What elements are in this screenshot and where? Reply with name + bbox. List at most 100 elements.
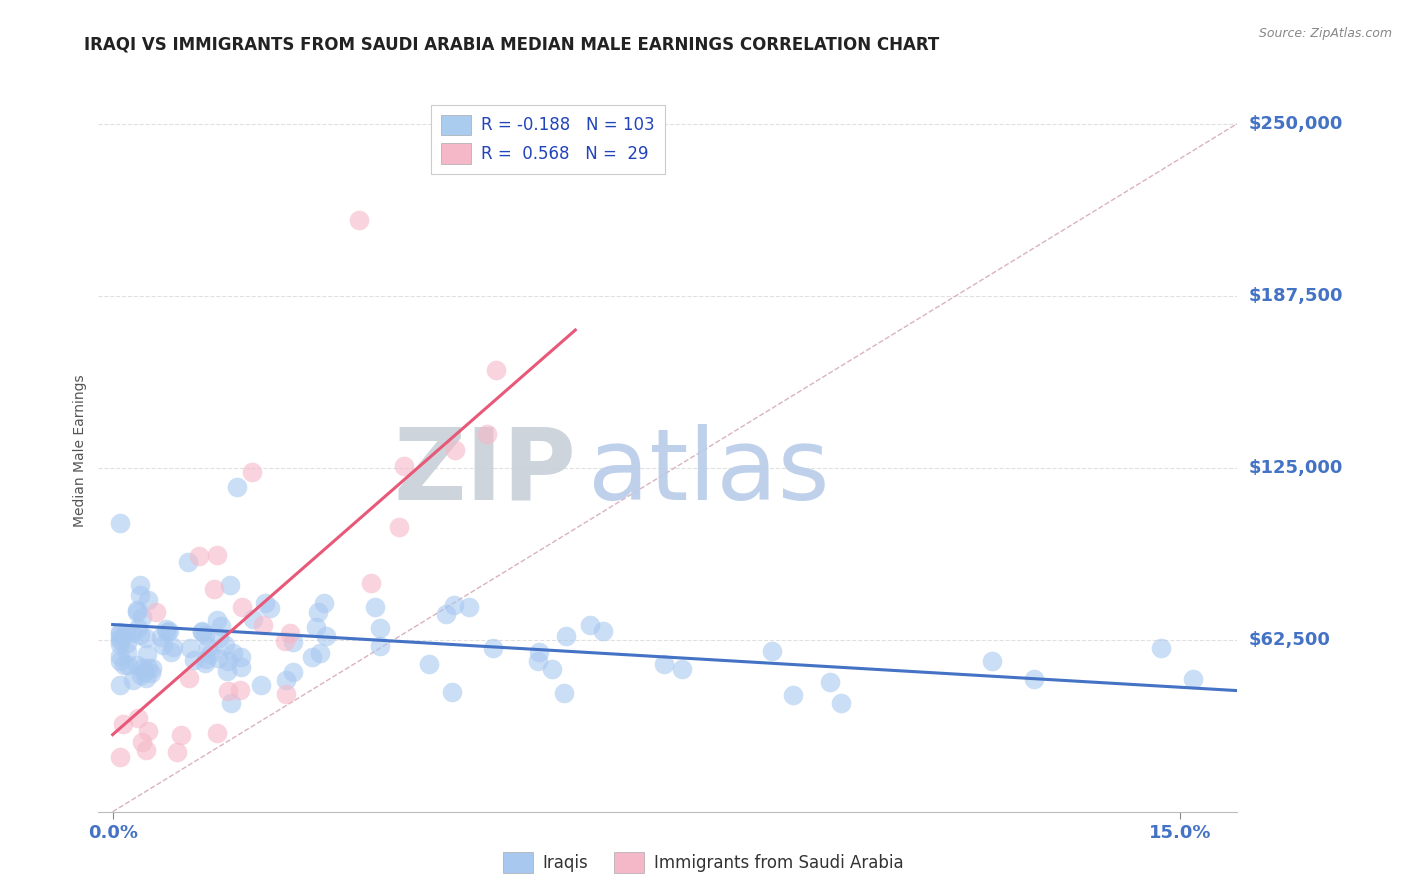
Point bbox=[191, 624, 214, 639]
Point bbox=[141, 661, 163, 675]
Point bbox=[527, 645, 550, 659]
Point bbox=[217, 684, 239, 698]
Point bbox=[315, 629, 337, 643]
Point bbox=[108, 637, 131, 651]
Point bbox=[458, 600, 481, 615]
Point bbox=[259, 601, 281, 615]
Point bbox=[205, 726, 228, 740]
Y-axis label: Median Male Earnings: Median Male Earnings bbox=[73, 374, 87, 527]
Point bbox=[202, 582, 225, 596]
Legend: Iraqis, Immigrants from Saudi Arabia: Iraqis, Immigrants from Saudi Arabia bbox=[496, 846, 910, 880]
Point bbox=[129, 628, 152, 642]
Point bbox=[177, 671, 200, 685]
Point bbox=[283, 634, 305, 648]
Point bbox=[240, 465, 263, 479]
Legend: R = -0.188   N = 103, R =  0.568   N =  29: R = -0.188 N = 103, R = 0.568 N = 29 bbox=[432, 104, 665, 174]
Point bbox=[170, 728, 193, 742]
Point bbox=[108, 627, 131, 641]
Point bbox=[309, 646, 332, 660]
Point bbox=[485, 363, 508, 377]
Point bbox=[141, 665, 163, 680]
Point bbox=[312, 596, 335, 610]
Point bbox=[179, 641, 201, 656]
Point bbox=[225, 480, 247, 494]
Point bbox=[274, 633, 297, 648]
Point bbox=[183, 653, 205, 667]
Point bbox=[555, 629, 578, 643]
Point bbox=[253, 596, 276, 610]
Point bbox=[145, 605, 167, 619]
Point bbox=[222, 646, 245, 660]
Point bbox=[108, 678, 131, 692]
Point bbox=[108, 516, 131, 530]
Point bbox=[278, 625, 301, 640]
Point bbox=[108, 625, 131, 640]
Point bbox=[231, 600, 253, 615]
Point bbox=[231, 649, 253, 664]
Point bbox=[441, 684, 464, 698]
Point bbox=[205, 548, 228, 562]
Point bbox=[208, 632, 231, 646]
Point bbox=[1149, 641, 1171, 656]
Text: IRAQI VS IMMIGRANTS FROM SAUDI ARABIA MEDIAN MALE EARNINGS CORRELATION CHART: IRAQI VS IMMIGRANTS FROM SAUDI ARABIA ME… bbox=[84, 36, 939, 54]
Point bbox=[112, 716, 135, 731]
Point bbox=[115, 645, 138, 659]
Point bbox=[671, 662, 693, 676]
Point bbox=[307, 605, 329, 619]
Point bbox=[108, 749, 131, 764]
Point bbox=[127, 711, 149, 725]
Point bbox=[117, 657, 139, 672]
Point bbox=[207, 650, 229, 665]
Point bbox=[215, 664, 238, 678]
Point bbox=[112, 658, 135, 673]
Point bbox=[818, 675, 841, 690]
Point bbox=[135, 743, 157, 757]
Point bbox=[274, 687, 297, 701]
Point bbox=[157, 624, 180, 639]
Point bbox=[166, 745, 188, 759]
Point bbox=[1024, 672, 1046, 686]
Point bbox=[108, 649, 131, 664]
Point bbox=[114, 625, 136, 640]
Point bbox=[761, 644, 783, 658]
Point bbox=[1181, 672, 1204, 686]
Point bbox=[162, 640, 184, 655]
Point bbox=[305, 620, 328, 634]
Point bbox=[370, 640, 392, 654]
Point bbox=[135, 671, 157, 685]
Text: $62,500: $62,500 bbox=[1249, 631, 1330, 648]
Point bbox=[129, 668, 152, 682]
Point bbox=[274, 673, 297, 687]
Point bbox=[249, 678, 271, 692]
Point bbox=[194, 656, 217, 670]
Point bbox=[132, 661, 155, 675]
Point bbox=[541, 662, 564, 676]
Point bbox=[349, 213, 371, 227]
Point bbox=[209, 619, 232, 633]
Point bbox=[177, 555, 200, 569]
Point bbox=[125, 603, 148, 617]
Point bbox=[131, 735, 153, 749]
Point bbox=[981, 655, 1004, 669]
Text: atlas: atlas bbox=[588, 424, 830, 521]
Point bbox=[221, 696, 243, 710]
Point bbox=[526, 654, 548, 668]
Point bbox=[217, 654, 239, 668]
Point bbox=[108, 632, 131, 647]
Point bbox=[115, 636, 138, 650]
Point bbox=[281, 665, 304, 679]
Point bbox=[152, 638, 174, 652]
Text: $250,000: $250,000 bbox=[1249, 114, 1343, 133]
Point bbox=[127, 621, 149, 635]
Point bbox=[229, 682, 252, 697]
Text: $187,500: $187,500 bbox=[1249, 286, 1343, 305]
Point bbox=[131, 609, 153, 624]
Point bbox=[125, 606, 148, 620]
Point bbox=[242, 612, 264, 626]
Point bbox=[135, 631, 157, 645]
Point bbox=[156, 625, 179, 640]
Point bbox=[434, 607, 457, 621]
Point bbox=[135, 647, 157, 661]
Point bbox=[301, 650, 323, 665]
Point bbox=[219, 578, 242, 592]
